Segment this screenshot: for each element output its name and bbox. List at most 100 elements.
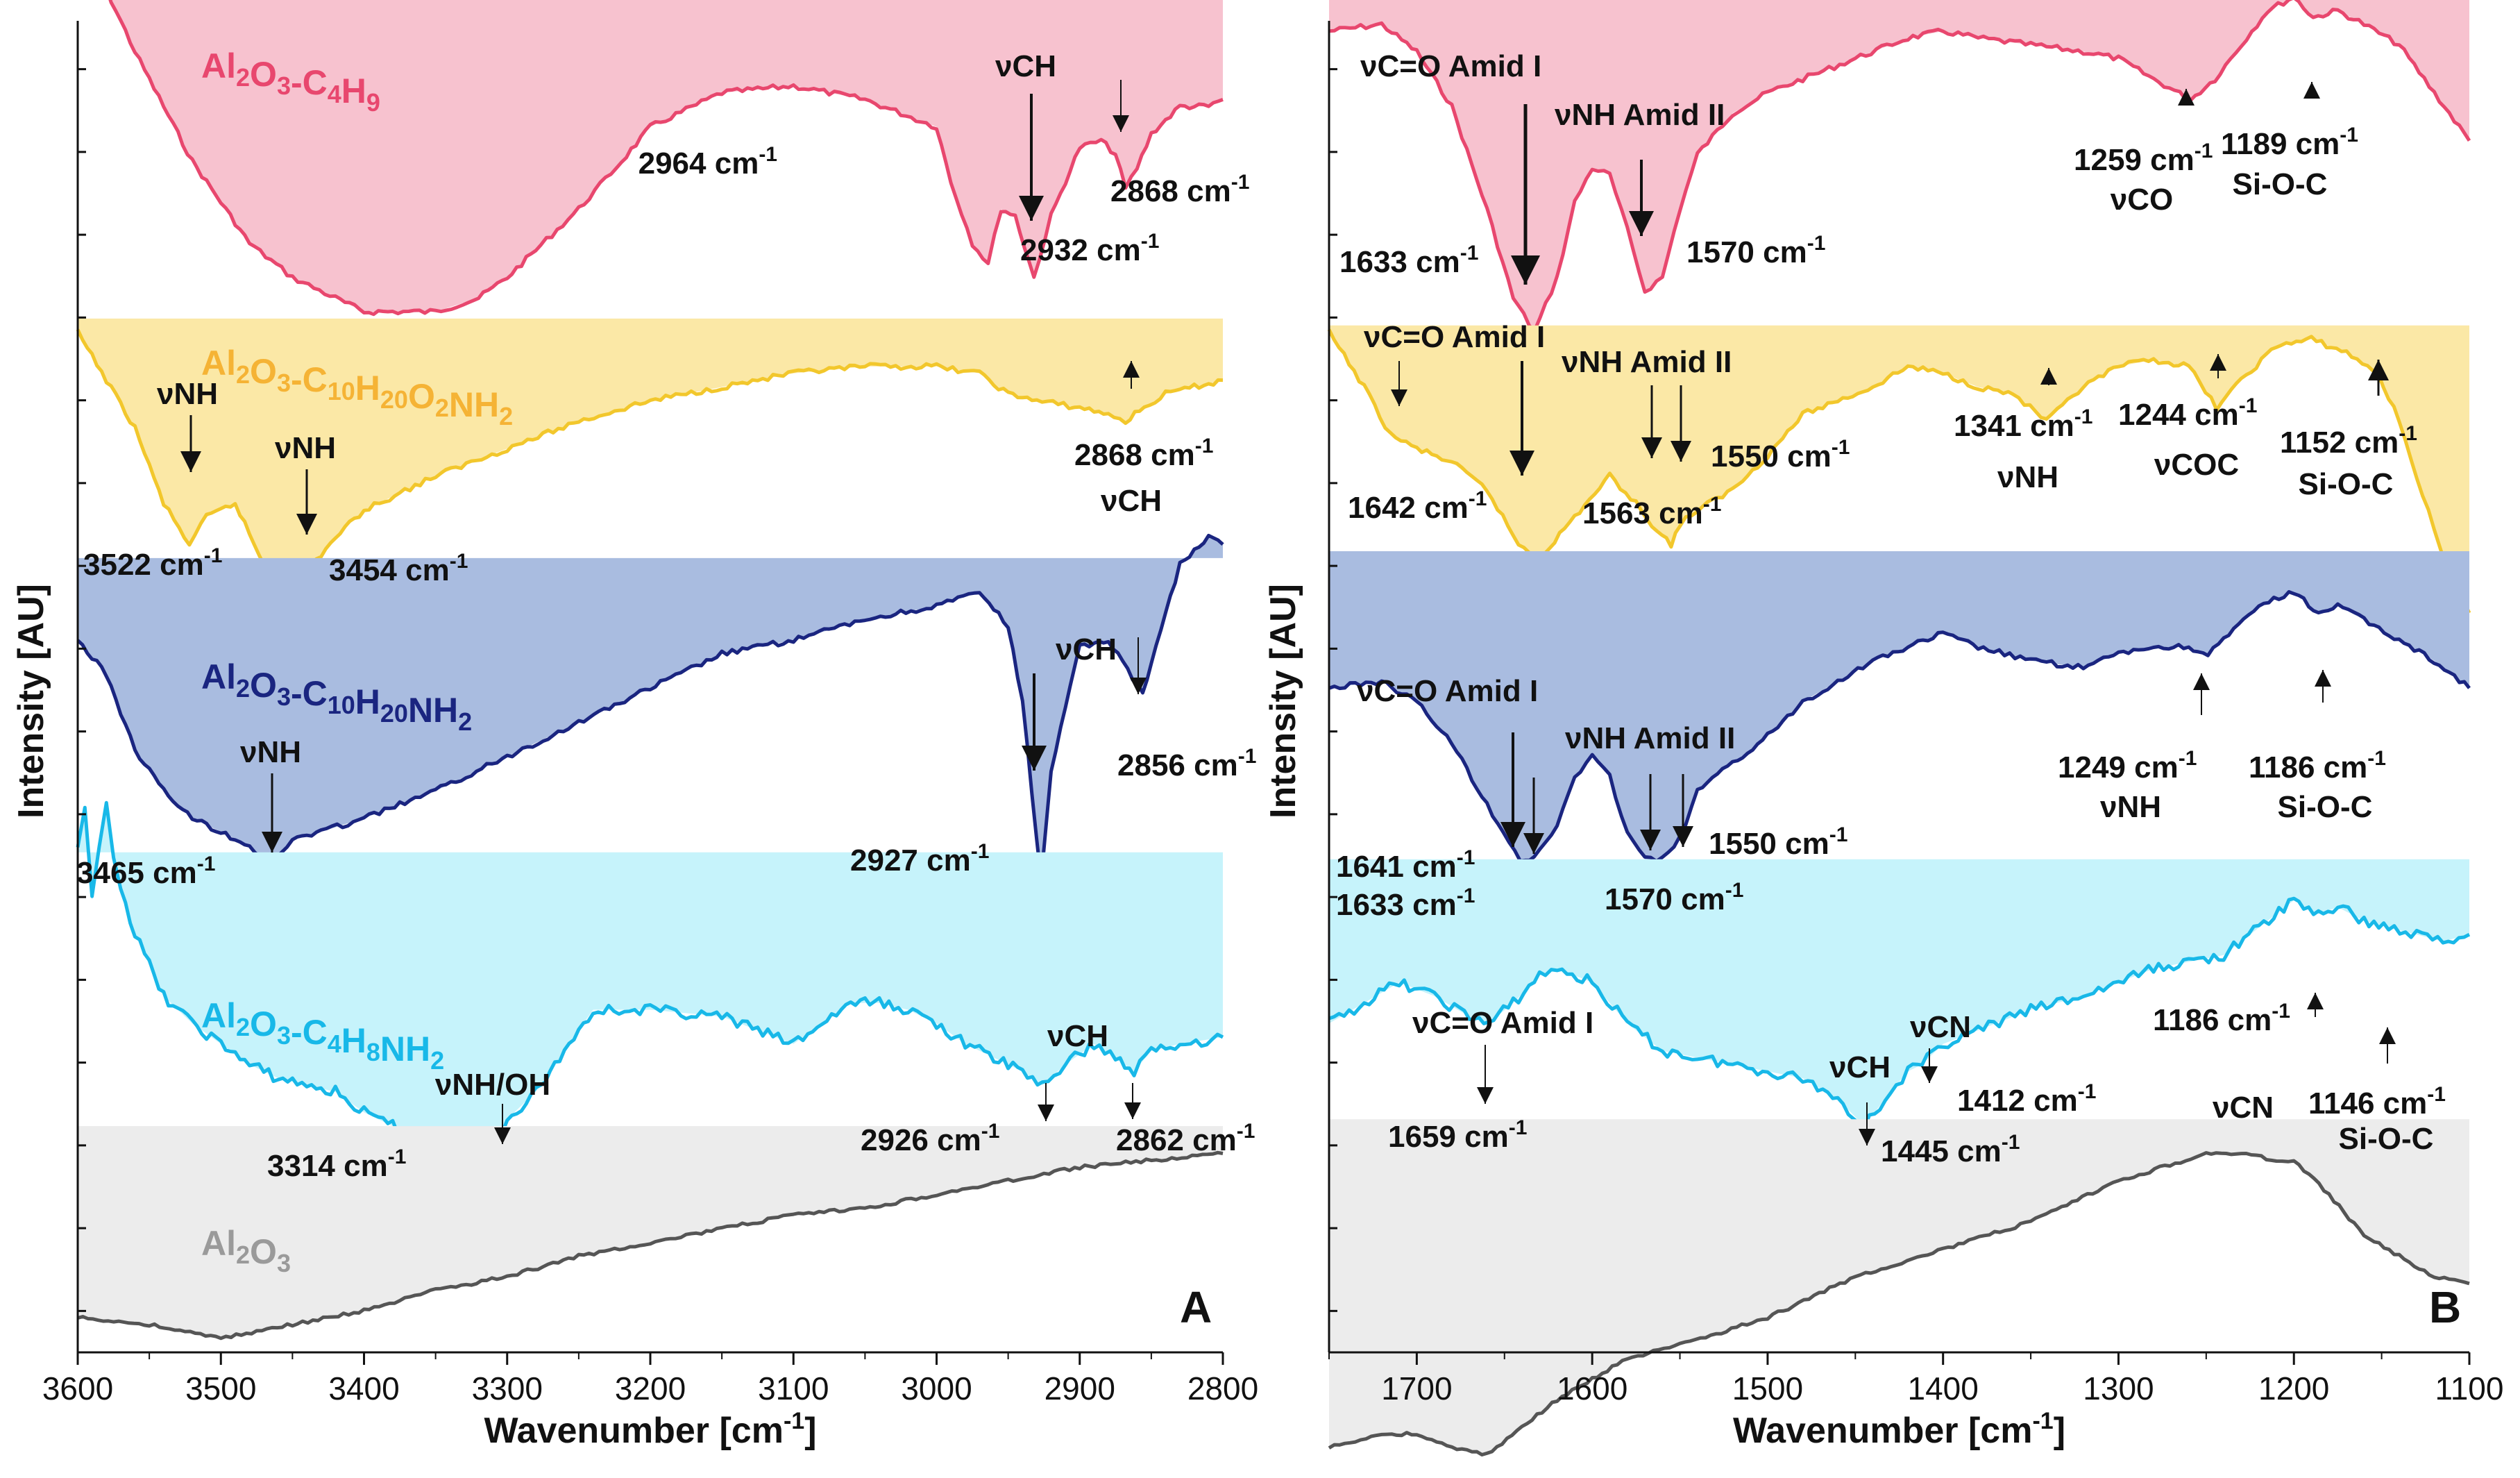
annotation-text: 3314 cm: [267, 1149, 388, 1183]
peak-arrow-head: [1477, 1087, 1494, 1104]
annotation-sup: -1: [2074, 405, 2093, 428]
annotation-text: 2926 cm: [861, 1123, 981, 1157]
x-tick-label: 2900: [1045, 1370, 1115, 1406]
x-tick-label: 1300: [2083, 1370, 2154, 1406]
peak-annotation: Si-O-C: [2299, 467, 2394, 501]
series-label-part: H: [341, 72, 366, 110]
peak-annotation: 2868 cm-1: [1110, 171, 1249, 208]
peak-annotation: 1412 cm-1: [1957, 1080, 2096, 1118]
peak-annotation: νCH: [1056, 632, 1117, 666]
x-tick-label: 3200: [615, 1370, 686, 1406]
peak-arrow-head: [1640, 830, 1661, 850]
x-tick-label: 3100: [758, 1370, 829, 1406]
annotation-text: 1570 cm: [1605, 882, 1725, 916]
x-tick-label: 2800: [1187, 1370, 1258, 1406]
peak-arrow-head: [1511, 255, 1540, 285]
peak-annotation: 1186 cm-1: [2249, 747, 2386, 784]
peak-annotation: 3465 cm-1: [76, 853, 215, 890]
peak-annotation: νNH Amid II: [1565, 721, 1735, 755]
series-label-part: NH: [449, 385, 499, 424]
annotation-text: 2856 cm: [1117, 748, 1238, 782]
annotation-sup: -1: [1457, 846, 1475, 869]
peak-arrow-head: [1113, 115, 1129, 132]
x-tick-label: 3400: [328, 1370, 399, 1406]
peak-annotation: Si-O-C: [2233, 167, 2328, 201]
peak-annotation: νC=O Amid I: [1357, 674, 1538, 708]
annotation-text: 1341 cm: [1954, 409, 2074, 443]
annotation-sup: -1: [1725, 879, 1744, 902]
peak-annotation: 1563 cm-1: [1582, 493, 1721, 530]
peak-annotation: 1550 cm-1: [1709, 823, 1847, 861]
peak-annotation: 1259 cm-1: [2074, 140, 2213, 177]
annotation-text: 1186 cm: [2153, 1003, 2272, 1037]
peak-arrow-head: [2040, 368, 2057, 385]
annotation-text: 1641 cm: [1336, 850, 1457, 884]
peak-arrow-head: [1022, 746, 1047, 771]
series-label-part: Al: [201, 344, 236, 383]
annotation-sup: -1: [2239, 394, 2258, 417]
series-label-part: 2: [499, 402, 513, 430]
x-axis-label-close: ]: [804, 1411, 816, 1451]
annotation-text: 1259 cm: [2074, 143, 2195, 177]
annotation-text: 1563 cm: [1582, 496, 1703, 530]
series-label-part: -C: [291, 63, 328, 102]
annotation-sup: -1: [2179, 747, 2197, 770]
annotation-sup: -1: [1509, 1116, 1528, 1139]
annotation-text: 1570 cm: [1686, 235, 1807, 269]
annotation-text: 1550 cm: [1711, 439, 1832, 473]
series-line-1: [1327, 328, 2471, 614]
peak-arrow-head: [1500, 822, 1525, 847]
annotation-sup: -1: [981, 1120, 1000, 1143]
peak-annotation: Si-O-C: [2339, 1122, 2434, 1156]
peak-annotation: 3454 cm-1: [329, 550, 468, 587]
series-label-part: 20: [380, 699, 408, 728]
x-tick-label: 3600: [42, 1370, 113, 1406]
x-tick-label: 1700: [1381, 1370, 1452, 1406]
peak-annotation: 1249 cm-1: [2058, 747, 2197, 784]
series-band-1: [78, 318, 1223, 593]
peak-arrow-head: [1019, 196, 1044, 221]
series-label-part: H: [355, 682, 380, 721]
series-line-0: [1328, 0, 2471, 333]
x-axis-label-main: Wavenumber [cm: [1733, 1411, 2033, 1451]
series-label-part: 9: [366, 88, 380, 117]
peak-arrow-head: [2210, 354, 2226, 371]
peak-arrow-head: [2178, 89, 2195, 106]
x-tick-label: 1500: [1732, 1370, 1803, 1406]
peak-arrow-head: [2303, 82, 2320, 99]
x-axis-label: Wavenumber [cm-1]: [1733, 1408, 2065, 1451]
peak-annotation: 1244 cm-1: [2118, 394, 2257, 432]
annotation-sup: -1: [2340, 124, 2358, 146]
series-label-part: H: [341, 1021, 366, 1060]
x-tick-label: 3500: [185, 1370, 256, 1406]
series-label-part: 2: [430, 1046, 444, 1075]
annotation-text: 2862 cm: [1116, 1123, 1237, 1157]
peak-annotation: νCH: [995, 49, 1056, 83]
series-label-part: 10: [328, 377, 355, 405]
annotation-sup: -1: [197, 853, 216, 875]
peak-annotation: νC=O Amid I: [1364, 320, 1545, 354]
series-label-part: 2: [236, 360, 250, 389]
annotation-text: 1146 cm: [2308, 1086, 2427, 1120]
x-tick-label: 1400: [1908, 1370, 1979, 1406]
annotation-text: 2868 cm: [1074, 438, 1195, 472]
annotation-sup: -1: [1237, 1120, 1255, 1143]
series-band-3: [1329, 859, 2469, 1127]
series-line-4: [77, 1150, 1224, 1341]
peak-arrow-head: [2315, 670, 2331, 687]
peak-annotation: 1570 cm-1: [1605, 879, 1743, 916]
x-axis-label: Wavenumber [cm-1]: [484, 1408, 816, 1451]
series-band-3: [78, 804, 1223, 1154]
annotation-text: 1550 cm: [1709, 827, 1829, 861]
series-label-3: Al2O3-C4H8NH2: [201, 996, 444, 1075]
annotation-text: 3465 cm: [76, 856, 197, 890]
peak-arrow-head: [2368, 360, 2389, 380]
annotation-sup: -1: [1231, 171, 1250, 194]
peak-arrow-head: [296, 514, 317, 535]
annotation-text: 1659 cm: [1388, 1120, 1509, 1154]
peak-arrow-head: [2307, 993, 2324, 1009]
peak-arrow-head: [2379, 1027, 2396, 1044]
peak-annotation: 1633 cm-1: [1339, 242, 1478, 279]
annotation-sup: -1: [1460, 242, 1479, 264]
